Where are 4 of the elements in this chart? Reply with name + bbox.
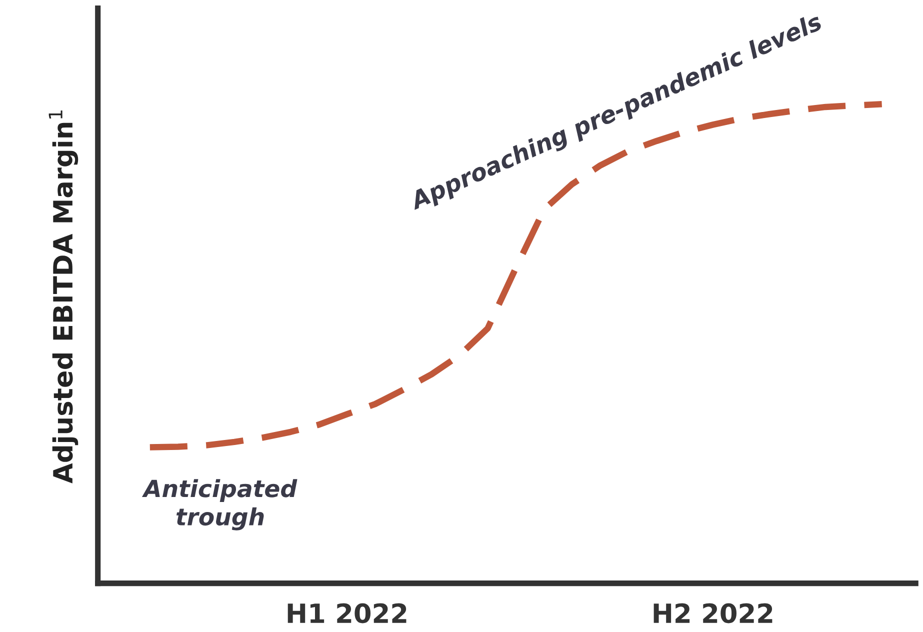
annotation: Anticipated trough	[142, 479, 298, 530]
y-axis-title: Adjusted EBITDA Margin$^{1}$	[48, 110, 78, 484]
x-tick-label: H2 2022	[654, 603, 772, 624]
x-tick-label: H1 2022	[288, 603, 406, 624]
